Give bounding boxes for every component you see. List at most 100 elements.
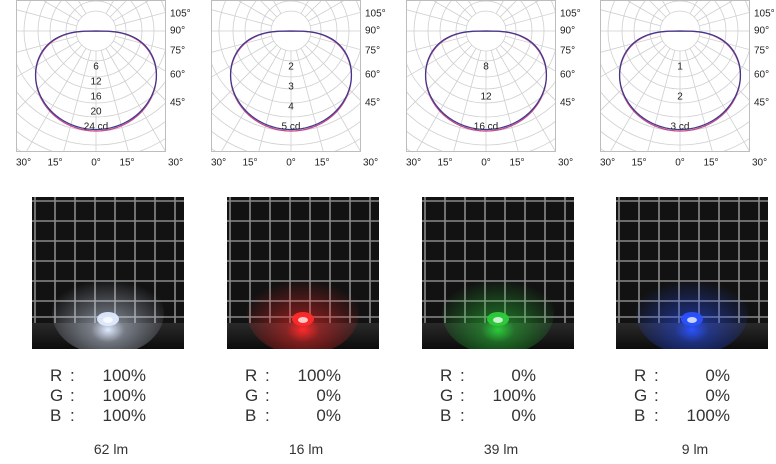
polar-chart: 1 2 3 cd 105° 90° 75° 60° 45° 30° 15° 0° 15° 30° (600, 0, 776, 172)
radial-gridline (485, 30, 556, 51)
angle-label: 75° (560, 46, 575, 57)
radial-gridline (600, 30, 681, 78)
radial-gridline (95, 30, 166, 102)
channel-value: 100% (686, 406, 730, 425)
angle-label: 60° (560, 70, 575, 81)
channel-value: 100% (102, 386, 146, 405)
radial-gridline (679, 30, 750, 102)
radial-circle (244, 0, 338, 78)
channel-separator: : (265, 386, 270, 405)
radial-gridline (290, 30, 324, 152)
rgb-values: R: 0% G: 100% B: 0% (440, 366, 580, 426)
light-photo-svg (227, 197, 379, 349)
grid-group (16, 0, 166, 152)
radial-gridline (211, 30, 292, 53)
bottom-angle-label: 0° (481, 158, 491, 169)
angle-label: 45° (170, 98, 185, 109)
channel-separator: : (70, 386, 75, 405)
radial-circle (633, 0, 727, 78)
curve-plane-a (424, 30, 548, 131)
radial-circle (16, 0, 166, 118)
rgb-row: B: 0% (245, 406, 385, 426)
channel-label: B (440, 406, 452, 425)
rgb-row: R: 0% (440, 366, 580, 386)
channel-value: 0% (705, 366, 730, 385)
radial-gridline (485, 11, 556, 32)
lumen-label: 16 lm (288, 441, 324, 457)
channel-label: G (440, 386, 454, 405)
angle-label: 45° (560, 98, 575, 109)
curve-plane-a (618, 30, 742, 131)
angle-label: 45° (365, 98, 380, 109)
radial-gridline (406, 30, 487, 78)
radial-gridline (485, 30, 556, 152)
bottom-angle-label: 15° (509, 158, 524, 169)
grid-group (211, 0, 361, 152)
curve-plane-a (34, 30, 158, 131)
polar-chart-svg: 1 2 3 cd 105° 90° 75° 60° 45° 30° 15° 0° 15° 30° (600, 0, 775, 169)
channel-separator: : (654, 386, 659, 405)
radial-circle (406, 111, 556, 146)
channel-separator: : (460, 366, 465, 385)
lumen-label: 62 lm (93, 441, 129, 457)
radial-circle (600, 0, 750, 118)
radial-circle (211, 111, 361, 146)
radial-gridline (406, 30, 487, 53)
scale-label: 8 (483, 62, 489, 73)
scale-label: 2 (288, 62, 294, 73)
angle-label: 60° (754, 70, 769, 81)
scale-label: 24 cd (84, 122, 108, 133)
scale-label: 1 (677, 62, 683, 73)
bottom-angle-label: 0° (91, 158, 101, 169)
radial-circle (232, 0, 350, 90)
scale-label: 3 cd (671, 122, 690, 133)
radial-gridline (415, 30, 487, 152)
panel-2: 2 3 4 5 cd 105° 90° 75° 60° 45° 30° 15° 0° 15° 30° R:… (211, 0, 401, 464)
channel-label: B (50, 406, 62, 425)
radial-gridline (16, 30, 97, 78)
bottom-angle-label: 15° (314, 158, 329, 169)
grid-group (600, 0, 750, 152)
lumen-label: 39 lm (483, 441, 519, 457)
plot-frame (16, 0, 166, 152)
channel-value: 0% (705, 386, 730, 405)
radial-gridline (609, 30, 681, 152)
radial-circle (37, 0, 155, 90)
radial-gridline (290, 30, 361, 102)
channel-value: 0% (316, 406, 341, 425)
scale-label: 3 (288, 82, 294, 93)
polar-chart: 8 12 16 cd 105° 90° 75° 60° 45° 30° 15° 0° 15° 30° (406, 0, 596, 172)
light-glow (442, 271, 554, 349)
light-core (493, 317, 503, 323)
radial-gridline (211, 30, 292, 78)
radial-circle (211, 0, 361, 118)
bottom-angle-label: 30° (168, 158, 183, 169)
radial-gridline (600, 30, 681, 53)
channel-separator: : (70, 406, 75, 425)
bottom-angle-label: 30° (752, 158, 767, 169)
channel-label: G (245, 386, 259, 405)
radial-circle (439, 0, 533, 78)
radial-gridline (485, 30, 519, 152)
radial-gridline (16, 30, 97, 112)
rgb-row: G: 100% (440, 386, 580, 406)
channel-separator: : (460, 406, 465, 425)
light-photo-svg (32, 197, 184, 349)
bottom-angle-label: 30° (16, 158, 31, 169)
channel-separator: : (460, 386, 465, 405)
angle-label: 105° (560, 9, 581, 20)
radial-gridline (679, 30, 750, 152)
radial-circle (16, 111, 166, 146)
angle-label: 90° (560, 26, 575, 37)
light-photo (616, 197, 768, 349)
light-glow (52, 271, 164, 349)
radial-circle (427, 0, 545, 90)
channel-label: R (50, 366, 63, 385)
lumen-label: 9 lm (681, 441, 709, 457)
radial-gridline (600, 30, 681, 112)
scale-label: 4 (288, 102, 294, 113)
radial-gridline (453, 30, 487, 152)
bottom-angle-label: 30° (600, 158, 615, 169)
channel-label: R (634, 366, 647, 385)
rgb-row: G: 0% (245, 386, 385, 406)
